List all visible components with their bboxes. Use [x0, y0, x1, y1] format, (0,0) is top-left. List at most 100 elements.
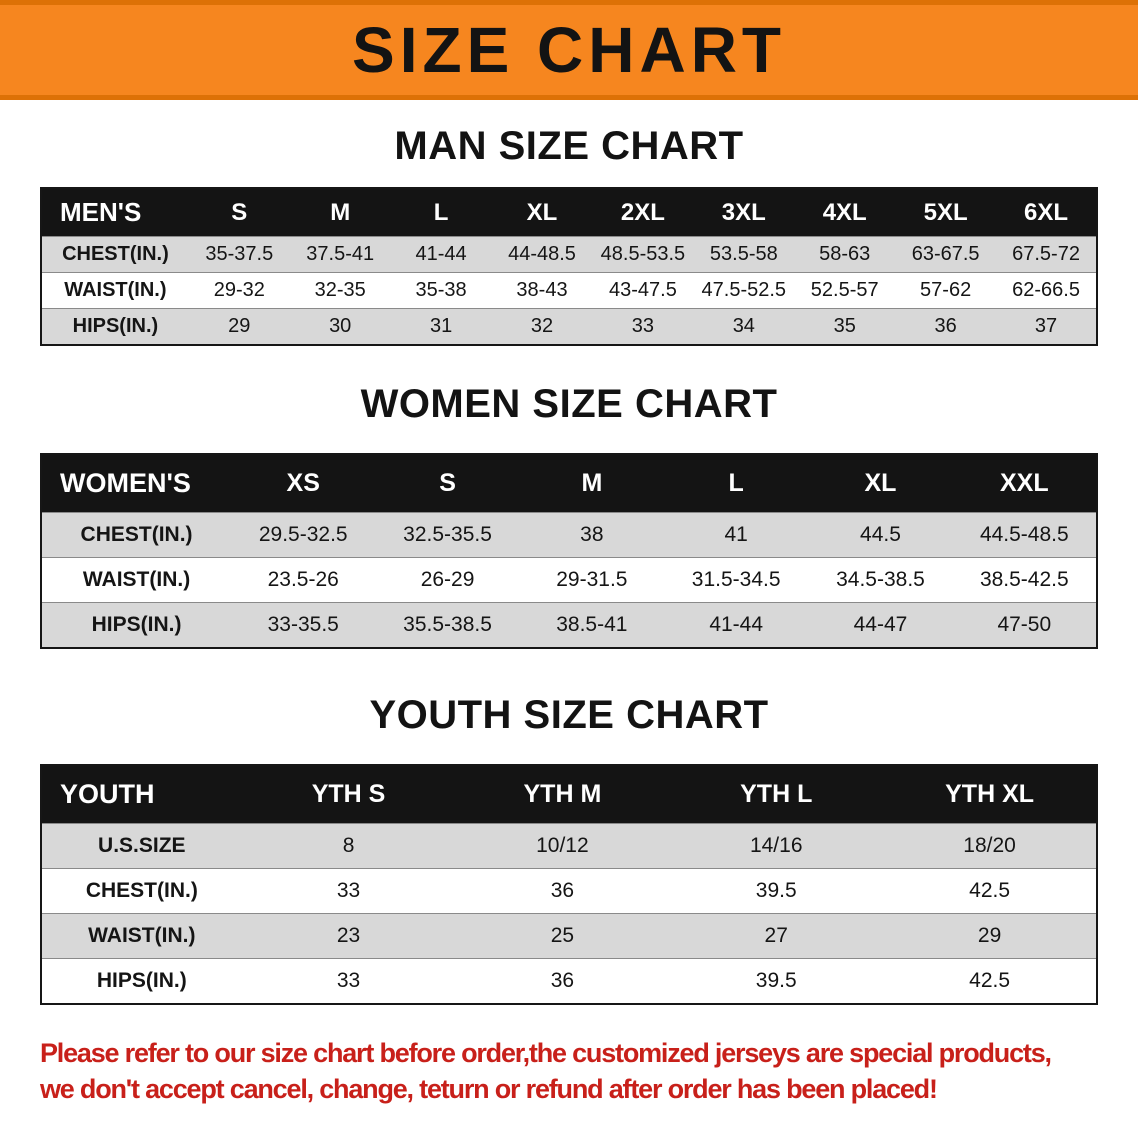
size-value: 31: [429, 315, 453, 337]
row-label: CHEST(IN.): [62, 243, 169, 265]
size-value: 47.5-52.5: [701, 279, 787, 301]
size-value: 38.5-41: [556, 613, 628, 636]
size-value: 36: [934, 315, 957, 337]
size-value: 34.5-38.5: [836, 568, 925, 591]
size-column-header: XS: [231, 454, 376, 513]
size-value: 23: [336, 924, 361, 947]
mens-size-table: MEN'S S M L XL 2XL 3XL 4XL 5XL 6XL CHEST(IN.) 35-37…: [40, 187, 1098, 346]
size-value: 43-47.5: [608, 279, 677, 301]
table-header-row: MEN'S S M L XL 2XL 3XL 4XL 5XL 6XL: [41, 188, 1097, 237]
table-row: HIPS(IN.) 33 36 39.5 42.5: [41, 958, 1097, 1004]
size-value: 25: [550, 924, 575, 947]
table-row: CHEST(IN.) 33 36 39.5 42.5: [41, 868, 1097, 914]
size-value: 10/12: [536, 834, 589, 857]
size-value: 23.5-26: [267, 568, 339, 591]
table-row: WAIST(IN.) 23 25 27 29: [41, 913, 1097, 959]
size-value: 41-44: [415, 243, 467, 265]
size-column-header: XL: [491, 188, 593, 237]
size-value: 38-43: [516, 279, 568, 301]
size-column-header: M: [519, 454, 665, 513]
size-value: 32: [530, 315, 554, 337]
row-label: WAIST(IN.): [82, 568, 191, 591]
size-value: 44.5-48.5: [979, 523, 1069, 546]
size-column-header: YTH L: [669, 765, 884, 824]
row-label: CHEST(IN.): [85, 879, 198, 902]
disclaimer-note: Please refer to our size chart before or…: [40, 1035, 1098, 1107]
size-value: 44-48.5: [508, 243, 576, 265]
mens-heading: MAN SIZE CHART: [394, 124, 744, 168]
youth-section: YOUTH SIZE CHART YOUTH YTH S YTH M YTH L YTH…: [0, 693, 1138, 1005]
size-value: 41-44: [709, 613, 764, 636]
size-column-header: YTH S: [241, 765, 456, 824]
womens-heading: WOMEN SIZE CHART: [360, 382, 778, 426]
size-value: 30: [329, 315, 352, 337]
table-label-header: YOUTH: [41, 765, 242, 824]
size-value: 26-29: [420, 568, 475, 591]
size-value: 38: [580, 523, 604, 546]
table-row: HIPS(IN.) 29 30 31 32 33 34 35 36 37: [41, 308, 1097, 345]
disclaimer-line-2: we don't accept cancel, change, teturn o…: [40, 1074, 938, 1105]
size-column-header: XL: [808, 454, 953, 513]
size-column-header: 6XL: [996, 188, 1097, 237]
youth-heading: YOUTH SIZE CHART: [369, 693, 769, 737]
size-value: 63-67.5: [911, 243, 980, 265]
size-value: 14/16: [749, 834, 803, 857]
banner-title: SIZE CHART: [352, 14, 786, 86]
row-label: WAIST(IN.): [88, 924, 196, 947]
youth-size-table: YOUTH YTH S YTH M YTH L YTH XL U.S.SIZE 8 10/12…: [40, 764, 1098, 1005]
size-value: 29-31.5: [556, 568, 628, 591]
size-value: 48.5-53.5: [600, 243, 686, 265]
size-value: 58-63: [819, 243, 871, 265]
table-header-row: WOMEN'S XS S M L XL XXL: [41, 454, 1097, 513]
womens-section: WOMEN SIZE CHART WOMEN'S XS S M L XL XXL CHEST(…: [0, 382, 1138, 649]
table-row: CHEST(IN.) 29.5-32.5 32.5-35.5 38 41 44.5 44.5…: [41, 512, 1097, 558]
size-column-header: 4XL: [794, 188, 896, 237]
size-value: 38.5-42.5: [979, 568, 1069, 591]
size-value: 39.5: [755, 969, 797, 992]
size-column-header: 2XL: [592, 188, 694, 237]
row-label: HIPS(IN.): [91, 613, 182, 636]
table-row: HIPS(IN.) 33-35.5 35.5-38.5 38.5-41 41-44 44-…: [41, 602, 1097, 648]
womens-size-table: WOMEN'S XS S M L XL XXL CHEST(IN.) 29.5-32.5 32.5…: [40, 453, 1098, 649]
row-label: HIPS(IN.): [72, 315, 159, 337]
table-row: WAIST(IN.) 29-32 32-35 35-38 38-43 43-47.5 47.…: [41, 272, 1097, 309]
table-row: U.S.SIZE 8 10/12 14/16 18/20: [41, 823, 1097, 869]
row-label: WAIST(IN.): [64, 279, 167, 301]
size-value: 47-50: [997, 613, 1052, 636]
size-value: 53.5-58: [709, 243, 778, 265]
size-value: 27: [764, 924, 788, 947]
size-value: 33: [631, 315, 655, 337]
table-row: CHEST(IN.) 35-37.5 37.5-41 41-44 44-48.5 48.5…: [41, 236, 1097, 273]
row-label: U.S.SIZE: [98, 834, 186, 857]
size-value: 36: [550, 879, 575, 902]
size-value: 35.5-38.5: [403, 613, 492, 636]
size-column-header: S: [375, 454, 520, 513]
size-column-header: M: [289, 188, 391, 237]
table-label-header: WOMEN'S: [41, 454, 232, 513]
size-value: 44.5: [860, 523, 901, 546]
size-column-header: XXL: [952, 454, 1097, 513]
size-value: 32.5-35.5: [403, 523, 492, 546]
size-value: 52.5-57: [810, 279, 879, 301]
size-value: 37.5-41: [306, 243, 375, 265]
size-column-header: L: [664, 454, 809, 513]
size-value: 29.5-32.5: [258, 523, 348, 546]
size-value: 42.5: [969, 879, 1011, 902]
size-column-header: 5XL: [895, 188, 997, 237]
mens-section: MAN SIZE CHART MEN'S S M L XL 2XL 3XL 4XL 5XL 6XL…: [0, 124, 1138, 346]
size-value: 29: [977, 924, 1002, 947]
size-value: 33-35.5: [267, 613, 339, 636]
size-value: 33: [336, 969, 361, 992]
size-value: 42.5: [969, 969, 1011, 992]
size-value: 37: [1034, 315, 1058, 337]
row-label: CHEST(IN.): [80, 523, 193, 546]
size-column-header: 3XL: [693, 188, 795, 237]
table-label-header: MEN'S: [41, 188, 189, 237]
size-value: 34: [732, 315, 755, 337]
size-value: 67.5-72: [1012, 243, 1080, 265]
size-value: 29: [228, 315, 251, 337]
size-value: 41: [724, 523, 748, 546]
row-label: HIPS(IN.): [96, 969, 187, 992]
table-row: WAIST(IN.) 23.5-26 26-29 29-31.5 31.5-34.5 34…: [41, 557, 1097, 603]
size-value: 35-38: [415, 279, 467, 301]
